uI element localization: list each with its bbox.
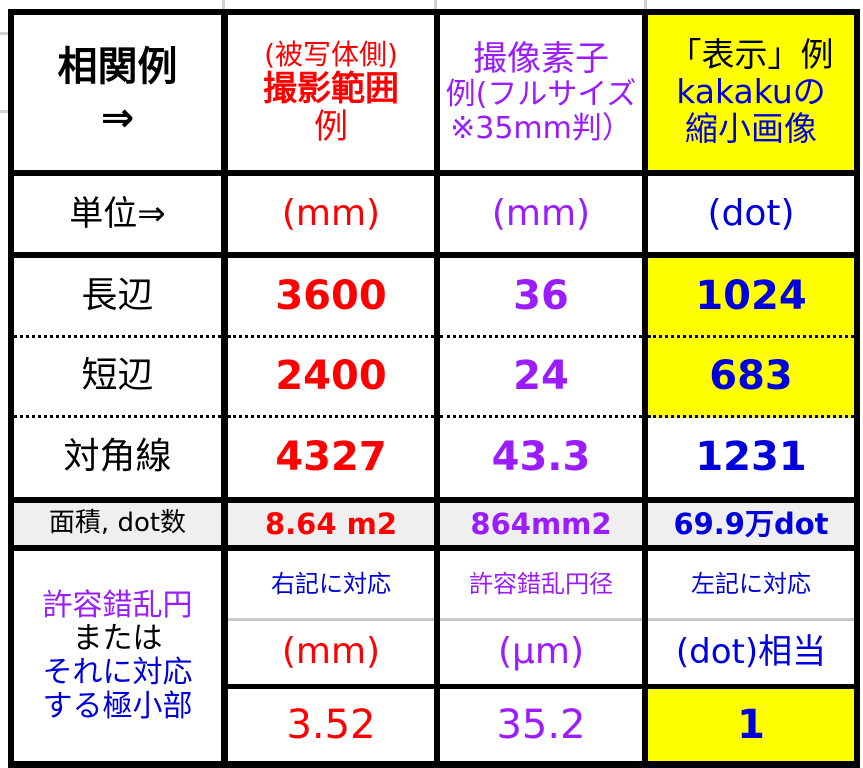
value-cell: 4327 [228,418,434,497]
grid-line [0,32,8,35]
unit-cell: (mm) [440,176,642,252]
correlation-table: 相関例 ⇒ (被写体側) 撮影範囲 例 撮像素子 例(フルサイズ ※35mm判）… [8,9,860,768]
unit-cell: (mm) [228,176,434,252]
header-line: 撮像素子 [473,38,609,79]
value-cell: 2400 [228,338,434,418]
coc-unit: (µm) [440,621,642,684]
header-line: 「表示」例 [668,35,834,75]
header-tail: 例 [314,107,348,148]
coc-label-line: 許容錯乱円 [42,587,193,623]
value-cell: 8.64 m2 [228,503,434,545]
header-line: kakakuの [676,72,826,112]
grid-line [0,110,8,113]
row-label-short-side: 短辺 [14,338,221,418]
coc-value: 1 [648,689,854,761]
coc-value: 3.52 [228,689,434,761]
row-label-area: 面積, dot数 [14,503,221,545]
grid-line [644,0,647,9]
value-cell: 864mm2 [440,503,642,545]
corner-title: 相関例 [57,43,178,90]
value-cell: 24 [440,338,642,418]
coc-value: 35.2 [440,689,642,761]
coc-note: 右記に対応 [228,551,434,621]
value-cell: 43.3 [440,418,642,497]
header-line: 例(フルサイズ [445,76,637,112]
unit-label: 単位⇒ [14,176,221,252]
value-cell: 1024 [648,258,854,338]
header-line: ※35mm判） [450,110,632,146]
coc-label-line: する極小部 [42,688,193,724]
coc-note: 許容錯乱円径 [440,551,642,621]
value-cell: 1231 [648,418,854,497]
header-sub: (被写体側) [264,37,398,71]
corner-cell: 相関例 ⇒ [14,15,221,170]
coc-unit: (dot)相当 [648,621,854,684]
header-main: 撮影範囲 [263,69,399,110]
header-sensor: 撮像素子 例(フルサイズ ※35mm判） [440,15,642,170]
row-label-long-side: 長辺 [14,258,221,338]
arrow-icon: ⇒ [100,94,135,141]
value-cell: 3600 [228,258,434,338]
row-label-diagonal: 対角線 [14,418,221,497]
coc-label-line: それに対応 [42,655,193,690]
grid-line [222,0,225,9]
coc-label-line: または [72,621,163,657]
value-cell: 683 [648,338,854,418]
value-cell: 69.9万dot [648,503,854,545]
header-line: 縮小画像 [685,108,817,148]
coc-unit: (mm) [228,621,434,684]
unit-cell: (dot) [648,176,854,252]
header-display: 「表示」例 kakakuの 縮小画像 [648,15,854,170]
grid-line [434,0,437,9]
value-cell: 36 [440,258,642,338]
coc-label: 許容錯乱円 または それに対応 する極小部 [14,551,221,761]
coc-note: 左記に対応 [648,551,854,621]
header-shooting-range: (被写体側) 撮影範囲 例 [228,15,434,170]
